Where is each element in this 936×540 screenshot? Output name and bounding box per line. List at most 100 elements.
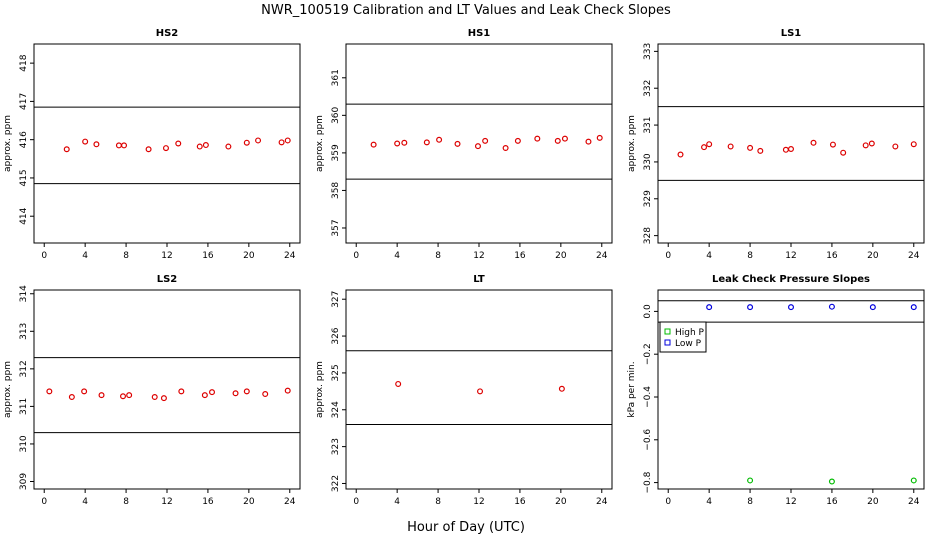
data-point-low-p (787, 304, 794, 311)
y-tick-label: 417 (19, 93, 29, 110)
data-point (701, 144, 708, 151)
data-point (829, 141, 836, 148)
chart-panel-1: HS2 approx. ppm 0 4 8 12 16 20 24 414 415 416 417 418 (3, 28, 301, 261)
chart-panel-2: HS1 approx. ppm 0 4 8 12 16 20 24 357 358 359 360 361 (315, 28, 613, 261)
y-tick-label: 329 (643, 190, 653, 207)
legend-label: Low P (675, 339, 702, 349)
x-tick-label: 24 (596, 251, 608, 261)
data-point (63, 146, 70, 153)
plot-frame (33, 43, 301, 244)
x-tick-label: 24 (596, 497, 608, 507)
x-tick-label: 12 (161, 497, 172, 507)
x-tick-label: 0 (41, 497, 47, 507)
x-tick-label: 0 (353, 497, 359, 507)
x-tick-label: 20 (555, 251, 567, 261)
data-point (840, 149, 847, 156)
y-tick-label: 360 (331, 106, 341, 123)
x-tick-label: 12 (161, 251, 172, 261)
y-tick-label: 357 (331, 219, 341, 236)
y-tick-label: 313 (19, 323, 29, 340)
data-point (255, 137, 262, 144)
data-point (727, 143, 734, 150)
x-tick-label: 4 (82, 497, 88, 507)
data-point (436, 136, 443, 143)
x-tick-label: 16 (202, 497, 214, 507)
x-tick-label: 12 (473, 251, 484, 261)
x-tick-label: 12 (473, 497, 484, 507)
data-point (201, 392, 208, 399)
data-point (554, 137, 561, 144)
x-tick-label: 24 (284, 251, 296, 261)
x-tick-label: 12 (785, 251, 796, 261)
y-axis-label: approx. ppm (3, 115, 13, 172)
data-point (474, 143, 481, 150)
x-tick-label: 24 (284, 497, 296, 507)
legend-box (659, 321, 707, 353)
x-tick-label: 20 (243, 251, 255, 261)
y-axis-label: approx. ppm (3, 361, 13, 418)
figure-title: NWR_100519 Calibration and LT Values and… (261, 3, 671, 18)
data-point (278, 139, 285, 146)
x-tick-label: 4 (706, 497, 712, 507)
data-point (677, 151, 684, 158)
y-tick-label: 312 (19, 360, 29, 377)
panel-title: HS2 (156, 28, 179, 39)
data-point (561, 135, 568, 142)
y-tick-label: 359 (331, 144, 341, 161)
data-point (787, 146, 794, 153)
data-point-high-p (747, 477, 754, 484)
panel-title: LT (473, 274, 485, 285)
data-point (284, 137, 291, 144)
data-point-low-p (910, 304, 917, 311)
data-point (243, 139, 250, 146)
y-tick-label: 328 (643, 227, 653, 244)
data-point (810, 139, 817, 146)
x-tick-label: 8 (435, 251, 441, 261)
data-point (232, 390, 239, 397)
x-tick-label: 16 (826, 251, 838, 261)
chart-panel-5: LT approx. ppm 0 4 8 12 16 20 24 322 323 324 325 326 3… (315, 274, 613, 507)
y-tick-label: 309 (19, 473, 29, 490)
panel-title: LS2 (157, 274, 178, 285)
x-tick-label: 0 (41, 251, 47, 261)
y-tick-label: 415 (19, 169, 29, 186)
data-point (423, 139, 430, 146)
y-axis-label: approx. ppm (315, 115, 325, 172)
data-point-high-p (910, 477, 917, 484)
x-tick-label: 16 (514, 251, 526, 261)
legend-swatch (664, 339, 671, 346)
y-tick-label: 326 (331, 327, 341, 344)
x-tick-label: 24 (908, 251, 920, 261)
data-point (394, 140, 401, 147)
data-point (585, 138, 592, 145)
y-tick-label: −0.8 (643, 471, 653, 493)
data-point (225, 143, 232, 150)
data-point (151, 394, 158, 401)
y-tick-label: 327 (331, 291, 341, 308)
y-axis-label: kPa per min. (627, 361, 637, 417)
data-point (178, 388, 185, 395)
data-point-low-p (747, 304, 754, 311)
y-tick-label: 314 (19, 285, 29, 302)
y-tick-label: 332 (643, 80, 653, 97)
y-tick-label: 418 (19, 54, 29, 71)
data-point (782, 146, 789, 153)
y-tick-label: 414 (19, 207, 29, 224)
data-point-high-p (828, 478, 835, 485)
data-point (98, 392, 105, 399)
y-tick-label: 330 (643, 153, 653, 170)
x-tick-label: 0 (665, 497, 671, 507)
data-point (454, 140, 461, 147)
data-point (370, 141, 377, 148)
panel-title: LS1 (781, 28, 802, 39)
chart-panel-4: LS2 approx. ppm 0 4 8 12 16 20 24 309 310 311 312 313… (3, 274, 301, 507)
data-point (93, 141, 100, 148)
data-point (115, 142, 122, 149)
plot-frame (33, 289, 301, 490)
data-point (262, 391, 269, 398)
data-point (243, 388, 250, 395)
data-point (477, 388, 484, 395)
x-tick-label: 4 (706, 251, 712, 261)
x-tick-label: 16 (514, 497, 526, 507)
